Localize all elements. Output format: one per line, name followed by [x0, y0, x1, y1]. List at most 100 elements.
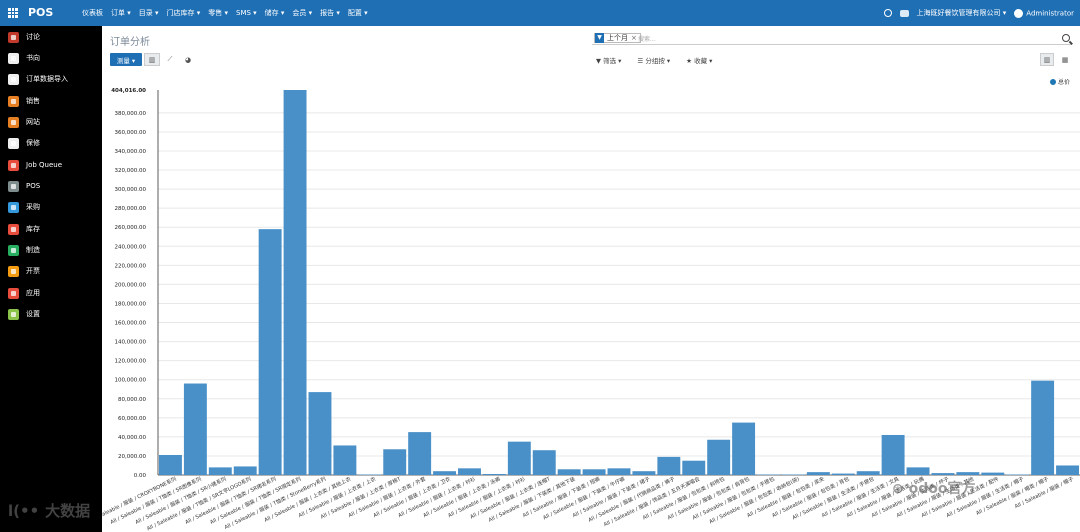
y-tick-label: 40,000.00 [118, 435, 146, 441]
y-tick-label: 300,000.00 [115, 187, 147, 193]
bar [308, 392, 332, 475]
graph-view-icon[interactable]: ▥ [1040, 53, 1054, 66]
menu-members[interactable]: 会员 ▾ [292, 9, 313, 17]
top-right-area: 上海既好餐饮管理有限公司 ▾ Administrator [876, 0, 1074, 26]
list-icon [8, 159, 19, 171]
sidebar-item-label: 讨论 [26, 33, 40, 41]
y-tick-label: 200,000.00 [115, 282, 147, 288]
sidebar-item-label: 开票 [26, 267, 40, 275]
bar [158, 454, 182, 475]
close-icon[interactable]: × [631, 34, 637, 42]
top-navbar: POS 仪表板 订单 ▾ 目录 ▾ 门店库存 ▾ 零售 ▾ SMS ▾ 储存 ▾… [0, 0, 1080, 26]
y-tick-label: 260,000.00 [115, 225, 147, 231]
sidebar-item-label: POS [26, 182, 41, 190]
app-brand[interactable]: POS [28, 6, 54, 19]
book-icon [8, 52, 19, 64]
sidebar-item-manufacturing[interactable]: 制造 [8, 243, 40, 257]
filter-dropdown[interactable]: ▼ 筛选 ▾ [596, 57, 622, 65]
warranty-icon [8, 137, 19, 149]
measures-button[interactable]: 测量 ▾ [110, 53, 142, 66]
bar [607, 468, 631, 475]
bar [507, 441, 531, 475]
sidebar-item-invoicing[interactable]: 开票 [8, 264, 40, 278]
messages-icon[interactable] [899, 9, 909, 17]
sidebar-item-label: Job Queue [26, 161, 63, 169]
pie-chart-mode-icon[interactable]: ◕ [184, 55, 192, 64]
y-tick-label: 320,000.00 [115, 168, 147, 174]
purchase-icon [8, 201, 19, 213]
bar [1006, 474, 1030, 475]
menu-orders[interactable]: 订单 ▾ [111, 9, 131, 17]
bar [532, 450, 556, 475]
user-menu[interactable]: Administrator [1014, 8, 1074, 18]
apps-grid-icon[interactable] [8, 8, 18, 18]
sidebar-item-job-queue[interactable]: Job Queue [8, 158, 62, 172]
y-tick-label: 20,000.00 [118, 454, 146, 460]
sidebar-item-label: 网站 [26, 118, 40, 126]
y-tick-label: 60,000.00 [118, 416, 146, 422]
menu-dashboard[interactable]: 仪表板 [82, 9, 103, 17]
sidebar-item-order-import[interactable]: 订单数据导入 [8, 72, 68, 86]
search-facet[interactable]: ▼ 上个月 × [594, 33, 641, 43]
search-icon[interactable] [1062, 34, 1070, 42]
sidebar-item-discuss[interactable]: 讨论 [8, 30, 40, 44]
avatar [1014, 8, 1024, 18]
menu-sms[interactable]: SMS ▾ [236, 9, 257, 17]
pivot-view-icon[interactable]: ▦ [1061, 55, 1069, 64]
sidebar-item-inventory[interactable]: 库存 [8, 222, 40, 236]
group-by-dropdown[interactable]: ☰ 分组按 ▾ [637, 57, 671, 65]
bar [1031, 380, 1055, 475]
sidebar-item-pos[interactable]: POS [8, 179, 40, 193]
bar [258, 229, 282, 475]
sidebar-item-shuxiang[interactable]: 书向 [8, 51, 40, 65]
import-icon [8, 73, 19, 85]
y-tick-label: 100,000.00 [115, 378, 147, 384]
bar [408, 432, 432, 475]
y-tick-label: 140,000.00 [115, 340, 147, 346]
favorites-dropdown[interactable]: ★ 收藏 ▾ [686, 57, 713, 65]
bar [856, 471, 880, 475]
y-tick-label: 360,000.00 [115, 130, 147, 136]
inventory-icon [8, 223, 19, 235]
sidebar-item-sales[interactable]: 销售 [8, 94, 40, 108]
activity-clock-icon[interactable] [883, 9, 892, 17]
sidebar-item-settings[interactable]: 设置 [8, 307, 40, 321]
sidebar-item-purchase[interactable]: 采购 [8, 200, 40, 214]
y-max-label: 404,016.00 [111, 88, 146, 94]
sidebar-item-label: 库存 [26, 225, 40, 233]
search-bar[interactable]: ▼ 上个月 × 搜索... [592, 32, 1072, 45]
chart-legend[interactable]: 总价 [1049, 77, 1070, 86]
sidebar-item-label: 书向 [26, 54, 40, 62]
menu-configuration[interactable]: 配置 ▾ [347, 9, 368, 17]
bar [632, 471, 656, 475]
sidebar-item-website[interactable]: 网站 [8, 115, 40, 129]
y-tick-label: 340,000.00 [115, 149, 147, 155]
search-facet-label: 上个月 [607, 34, 628, 42]
bar [682, 460, 706, 475]
y-tick-label: 160,000.00 [115, 321, 147, 327]
bar [233, 466, 257, 475]
legend-marker [1049, 78, 1056, 85]
bar-chart-mode-icon[interactable]: ▥ [144, 53, 160, 66]
apps-icon [8, 287, 19, 299]
menu-retail[interactable]: 零售 ▾ [208, 9, 228, 17]
menu-store-inventory[interactable]: 门店库存 ▾ [166, 9, 201, 17]
sidebar-item-apps[interactable]: 应用 [8, 286, 40, 300]
menu-storage[interactable]: 储存 ▾ [264, 9, 285, 17]
company-switcher[interactable]: 上海既好餐饮管理有限公司 ▾ [916, 9, 1007, 17]
bar [657, 456, 681, 475]
wrench-icon [8, 244, 19, 256]
bar [358, 474, 382, 475]
search-input[interactable]: 搜索... [638, 36, 656, 43]
line-chart-mode-icon[interactable]: ⟋ [167, 55, 173, 63]
menu-catalog[interactable]: 目录 ▾ [138, 9, 159, 17]
bar [831, 473, 855, 475]
sidebar-item-label: 订单数据导入 [26, 75, 68, 83]
y-tick-label: 220,000.00 [115, 263, 147, 269]
menu-reports[interactable]: 报告 ▾ [320, 9, 340, 17]
sidebar-item-warranty[interactable]: 保修 [8, 136, 40, 150]
bar [582, 469, 606, 475]
bar [881, 434, 905, 475]
bar [208, 467, 232, 475]
bar [757, 474, 780, 475]
